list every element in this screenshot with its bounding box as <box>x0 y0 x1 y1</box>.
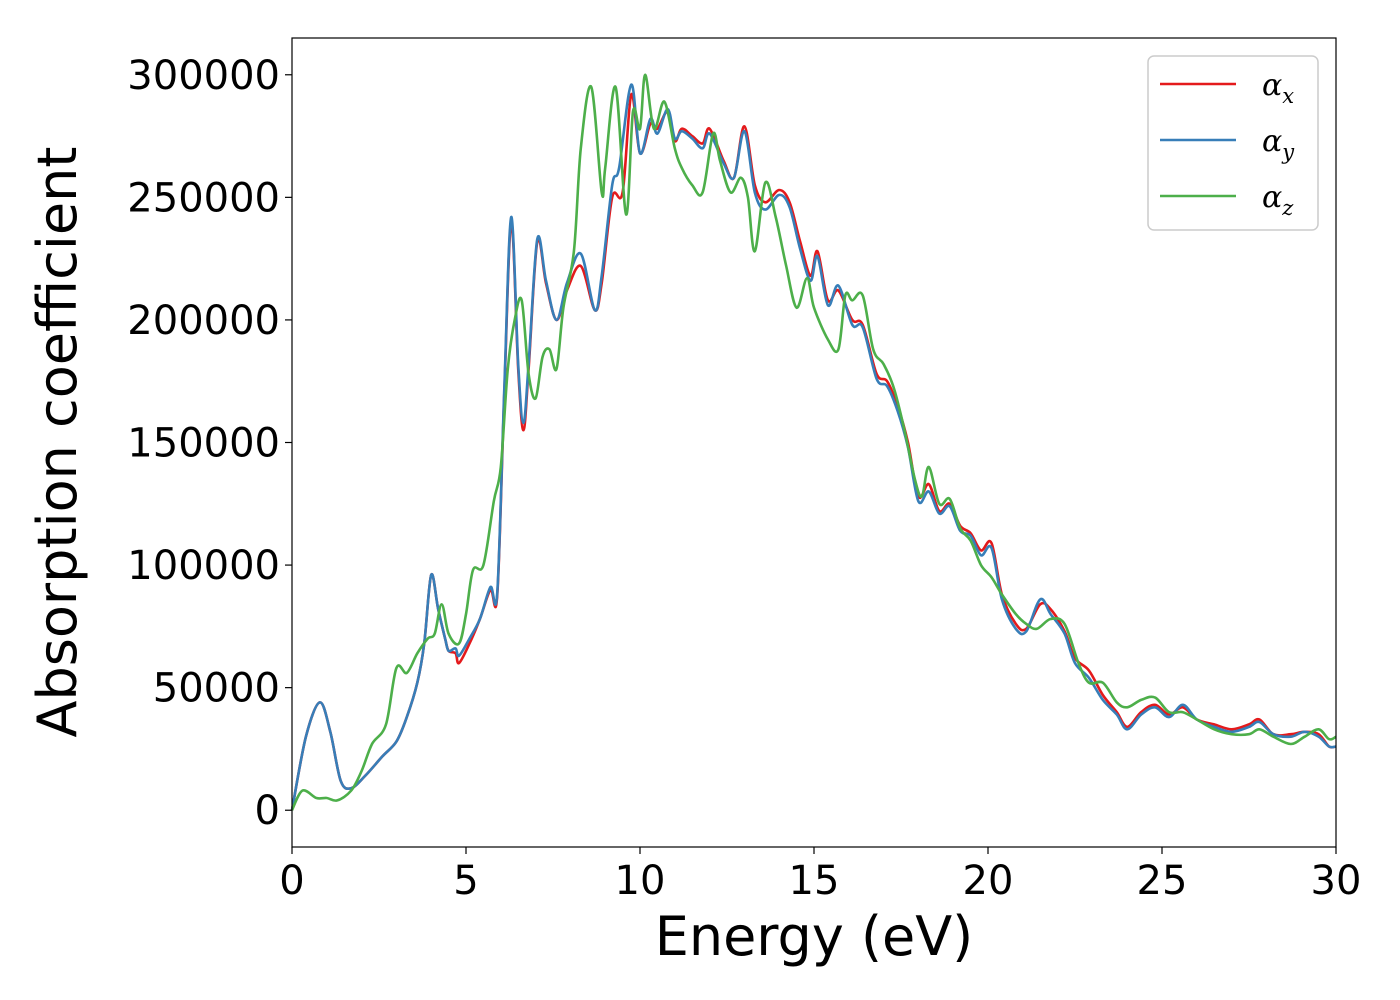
y-tick-label: 50000 <box>153 666 280 712</box>
series-line-y <box>290 83 1337 811</box>
x-tick-label: 10 <box>615 858 666 904</box>
x-tick-label: 15 <box>789 858 840 904</box>
y-tick-label: 300000 <box>127 53 280 99</box>
y-axis: 0 50000 100000 150000 200000 250000 300000 <box>127 53 292 834</box>
y-axis-label: Absorption coefficient <box>26 147 89 738</box>
x-tick-label: 0 <box>279 858 304 904</box>
x-tick-label: 5 <box>453 858 478 904</box>
y-tick-label: 250000 <box>127 175 280 221</box>
series-line-z <box>290 73 1337 811</box>
x-tick-label: 25 <box>1137 858 1188 904</box>
y-tick-label: 100000 <box>127 543 280 589</box>
x-axis: 0 5 10 15 20 25 30 <box>279 847 1361 904</box>
y-tick-label: 0 <box>255 788 280 834</box>
x-axis-label: Energy (eV) <box>655 905 974 968</box>
y-tick-label: 150000 <box>127 421 280 467</box>
y-tick-label: 200000 <box>127 298 280 344</box>
series-layer <box>290 73 1337 811</box>
legend-label-z: αz <box>1262 180 1294 220</box>
legend-frame <box>1147 55 1319 231</box>
x-tick-label: 20 <box>963 858 1014 904</box>
x-tick-label: 30 <box>1311 858 1362 904</box>
